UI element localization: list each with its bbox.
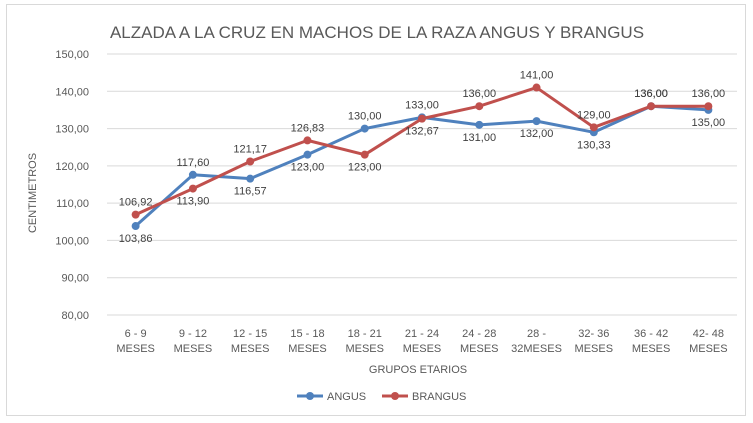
data-point-brangus	[418, 114, 426, 123]
data-label: 141,00	[520, 70, 554, 82]
x-tick-label: MESES	[575, 343, 614, 355]
data-point-brangus	[131, 210, 140, 219]
x-tick-label: 9 - 12	[179, 328, 207, 340]
data-point-brangus	[704, 102, 713, 111]
data-label: 123,00	[348, 162, 382, 174]
data-point-brangus	[303, 136, 312, 145]
data-labels: 103,86 117,60 116,57 123,00 130,00 133,00 131,…	[119, 70, 725, 245]
y-axis-ticks: 80,00 90,00 100,00 110,00 120,00 130,00 140,00…	[55, 49, 89, 322]
data-point-angus	[360, 124, 369, 133]
data-label: 116,57	[234, 186, 267, 198]
data-point-angus	[475, 120, 484, 129]
data-point-brangus	[475, 102, 484, 111]
x-tick-label: 24 - 28	[462, 328, 496, 340]
y-tick-label: 100,00	[55, 235, 89, 247]
data-label: 130,00	[348, 111, 382, 123]
data-label: 106,92	[119, 197, 153, 209]
x-tick-label: MESES	[689, 343, 728, 355]
x-tick-label: MESES	[632, 343, 671, 355]
data-point-brangus	[246, 157, 255, 166]
x-tick-label: 28 -	[527, 328, 546, 340]
data-label: 136,00	[692, 88, 726, 100]
data-point-angus	[131, 222, 140, 231]
y-tick-label: 140,00	[55, 86, 89, 98]
x-tick-label: 32- 36	[578, 328, 609, 340]
x-tick-label: MESES	[288, 343, 327, 355]
x-tick-label: 15 - 18	[290, 328, 324, 340]
data-point-brangus	[188, 184, 197, 193]
data-label: 103,86	[119, 233, 153, 245]
data-label: 131,00	[462, 132, 496, 144]
data-label: 129,00	[577, 109, 611, 121]
legend-label-angus: ANGUS	[327, 391, 366, 403]
y-tick-label: 110,00	[56, 198, 89, 210]
data-label: 132,67	[405, 126, 439, 138]
data-point-brangus	[532, 83, 541, 92]
x-tick-label: MESES	[116, 343, 155, 355]
data-label: 113,90	[176, 196, 209, 208]
y-tick-label: 90,00	[61, 273, 89, 285]
legend-marker-angus	[306, 392, 314, 400]
x-tick-label: MESES	[403, 343, 442, 355]
gridlines	[107, 53, 737, 316]
data-point-angus	[532, 117, 541, 126]
x-axis-ticks: 6 - 9 MESES 9 - 12 MESES 12 - 15 MESES 15 - 18…	[116, 328, 727, 355]
data-label: 123,00	[291, 162, 325, 174]
x-tick-label: 21 - 24	[405, 328, 439, 340]
data-label: 132,00	[520, 128, 554, 140]
data-label: 117,60	[176, 157, 209, 169]
legend-marker-brangus	[391, 392, 399, 400]
data-label: 136,00	[462, 88, 496, 100]
x-tick-label: 42- 48	[693, 328, 724, 340]
data-label: 126,83	[291, 122, 325, 134]
y-axis-title: CENTIMETROS	[27, 153, 39, 233]
chart-frame: ALZADA A LA CRUZ EN MACHOS DE LA RAZA AN…	[6, 4, 746, 416]
data-label: 135,00	[692, 117, 726, 129]
data-point-brangus	[360, 150, 369, 159]
data-label: 121,17	[233, 143, 267, 155]
x-tick-label: 32MESES	[511, 343, 562, 355]
data-point-angus	[246, 174, 255, 183]
x-tick-label: MESES	[174, 343, 213, 355]
x-tick-label: 12 - 15	[233, 328, 267, 340]
data-label: 136,00	[634, 88, 668, 100]
y-tick-label: 120,00	[55, 161, 89, 173]
data-point-angus	[188, 170, 197, 179]
data-point-brangus	[589, 123, 598, 132]
data-point-brangus	[647, 102, 656, 111]
x-axis-title: GRUPOS ETARIOS	[369, 364, 467, 376]
chart-title: ALZADA A LA CRUZ EN MACHOS DE LA RAZA AN…	[110, 23, 644, 42]
x-tick-label: MESES	[460, 343, 499, 355]
y-tick-label: 80,00	[61, 310, 89, 322]
x-tick-label: MESES	[231, 343, 270, 355]
y-tick-label: 130,00	[55, 124, 89, 136]
data-label: 130,33	[577, 139, 611, 151]
x-tick-label: 6 - 9	[125, 328, 147, 340]
data-label: 136,00	[634, 88, 668, 100]
x-tick-label: 36 - 42	[634, 328, 668, 340]
line-chart: ALZADA A LA CRUZ EN MACHOS DE LA RAZA AN…	[27, 23, 737, 403]
data-point-angus	[303, 150, 312, 159]
x-tick-label: 18 - 21	[348, 328, 382, 340]
legend: ANGUS BRANGUS	[297, 391, 466, 403]
x-tick-label: MESES	[345, 343, 384, 355]
y-tick-label: 150,00	[55, 49, 89, 61]
series-group	[131, 83, 713, 231]
data-label: 133,00	[405, 99, 439, 111]
legend-label-brangus: BRANGUS	[412, 391, 466, 403]
